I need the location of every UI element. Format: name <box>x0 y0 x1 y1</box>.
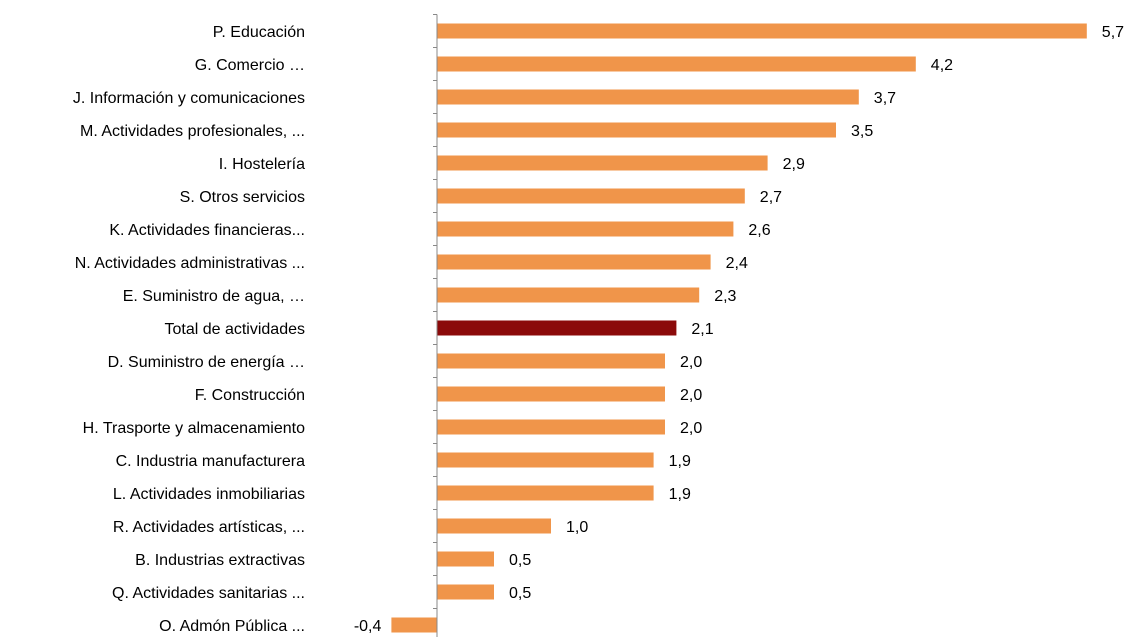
bar-7 <box>437 221 734 237</box>
category-label: F. Construcción <box>195 387 305 404</box>
value-label: 2,0 <box>680 387 702 404</box>
value-label: 5,7 <box>1102 24 1124 41</box>
bar-11 <box>437 353 665 369</box>
bar-5 <box>437 155 768 171</box>
value-label: -0,4 <box>354 618 382 635</box>
category-label: D. Suministro de energía … <box>108 354 305 371</box>
category-label: S. Otros servicios <box>180 189 305 206</box>
bar-8 <box>437 254 711 270</box>
value-label: 2,3 <box>714 288 736 305</box>
value-label: 4,2 <box>931 57 953 74</box>
bar-3 <box>437 89 859 105</box>
value-label: 2,7 <box>760 189 782 206</box>
value-label: 2,0 <box>680 420 702 437</box>
category-label: E. Suministro de agua, … <box>123 288 305 305</box>
bar-15 <box>437 485 654 501</box>
category-label: K. Actividades financieras... <box>109 222 305 239</box>
bar-4 <box>437 122 836 138</box>
bar-6 <box>437 188 745 204</box>
category-label: L. Actividades inmobiliarias <box>113 486 305 503</box>
value-label: 2,4 <box>726 255 748 272</box>
category-label: H. Trasporte y almacenamiento <box>83 420 305 437</box>
category-label: N. Actividades administrativas ... <box>75 255 305 272</box>
value-label: 2,6 <box>748 222 770 239</box>
category-label: M. Actividades profesionales, ... <box>80 123 305 140</box>
bar-17 <box>437 551 494 567</box>
category-label: Total de actividades <box>164 321 305 338</box>
bar-13 <box>437 419 665 435</box>
bars-group <box>391 23 1087 633</box>
value-label: 2,1 <box>691 321 713 338</box>
category-label: J. Información y comunicaciones <box>73 90 305 107</box>
bar-2 <box>437 56 916 72</box>
category-label: B. Industrias extractivas <box>135 552 305 569</box>
value-label: 1,9 <box>669 486 691 503</box>
bar-18 <box>437 584 494 600</box>
category-label: I. Hostelería <box>219 156 305 173</box>
value-labels: 5,7 4,2 3,73,5 2,92,7 2,62,4 2,32,1 2,0 2,0 2,0 1… <box>354 24 1124 635</box>
value-label: 0,5 <box>509 585 531 602</box>
category-label: P. Educación <box>213 24 305 41</box>
bar-19 <box>391 617 437 633</box>
bar-10 <box>437 320 677 336</box>
value-label: 2,9 <box>783 156 805 173</box>
category-label: C. Industria manufacturera <box>116 453 306 470</box>
value-label: 3,5 <box>851 123 873 140</box>
category-label: R. Actividades artísticas, ... <box>113 519 305 536</box>
category-label: Q. Actividades sanitarias ... <box>112 585 305 602</box>
category-label: G. Comercio … <box>195 57 305 74</box>
value-label: 1,9 <box>669 453 691 470</box>
bar-16 <box>437 518 551 534</box>
bar-1 <box>437 23 1087 39</box>
category-label: O. Admón Pública ... <box>159 618 305 635</box>
category-labels: P. Educación G. Comercio … J. Información … <box>73 24 305 635</box>
value-label: 0,5 <box>509 552 531 569</box>
value-label: 3,7 <box>874 90 896 107</box>
bar-14 <box>437 452 654 468</box>
bar-12 <box>437 386 665 402</box>
bar-9 <box>437 287 700 303</box>
vertical-axis <box>433 14 438 637</box>
value-label: 1,0 <box>566 519 588 536</box>
value-label: 2,0 <box>680 354 702 371</box>
